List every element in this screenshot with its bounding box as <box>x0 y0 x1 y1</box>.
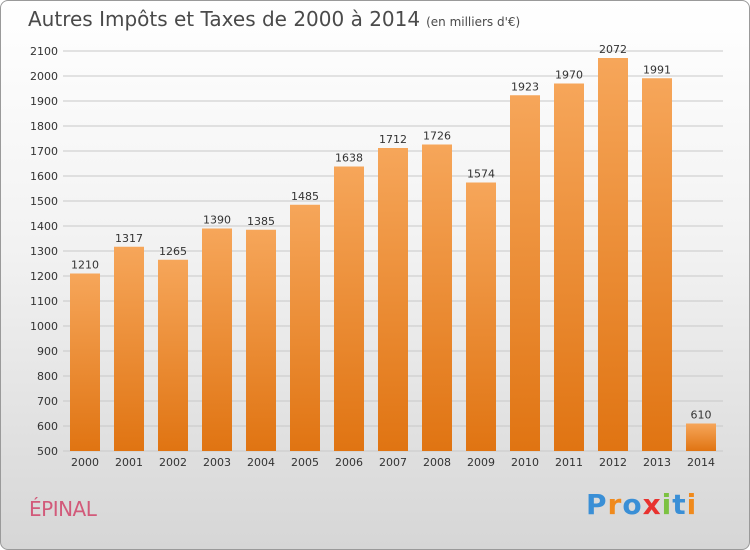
y-tick-label: 900 <box>37 345 58 358</box>
y-tick-label: 1400 <box>30 220 58 233</box>
x-tick-label: 2005 <box>291 456 319 469</box>
x-axis-ticks: 2000 2001 2002 2003 2004 2005 2006 2007 2008 2009… <box>71 456 715 469</box>
title-unit: (en milliers d'€) <box>426 15 521 29</box>
bar-2011 <box>554 83 584 451</box>
y-tick-label: 600 <box>37 420 58 433</box>
value-label: 1712 <box>379 133 407 146</box>
bar-2006 <box>334 166 364 451</box>
bar-2010 <box>510 95 540 451</box>
value-label: 1265 <box>159 245 187 258</box>
bar-2012 <box>598 58 628 451</box>
y-tick-label: 1600 <box>30 170 58 183</box>
logo-letter: x <box>642 488 662 521</box>
x-tick-label: 2000 <box>71 456 99 469</box>
bar-2008 <box>422 144 452 451</box>
x-tick-label: 2012 <box>599 456 627 469</box>
city-name: ÉPINAL <box>29 497 97 521</box>
x-tick-label: 2010 <box>511 456 539 469</box>
x-tick-label: 2011 <box>555 456 583 469</box>
value-label: 1923 <box>511 80 539 93</box>
x-tick-label: 2003 <box>203 456 231 469</box>
value-label: 1390 <box>203 214 231 227</box>
bar-2005 <box>290 204 320 451</box>
bar-2014 <box>686 423 716 451</box>
bar-2003 <box>202 228 232 451</box>
value-label: 1991 <box>643 63 671 76</box>
x-tick-label: 2008 <box>423 456 451 469</box>
logo-letter: r <box>607 488 623 521</box>
y-tick-label: 1900 <box>30 95 58 108</box>
value-label: 610 <box>691 409 712 422</box>
y-tick-label: 2000 <box>30 70 58 83</box>
logo-letter: o <box>622 488 643 521</box>
value-label: 1385 <box>247 215 275 228</box>
bar-2009 <box>466 182 496 451</box>
bar-2013 <box>642 78 672 451</box>
value-label: 1638 <box>335 152 363 165</box>
x-tick-label: 2014 <box>687 456 715 469</box>
y-tick-label: 1700 <box>30 145 58 158</box>
value-label: 1574 <box>467 168 495 181</box>
logo-letter: P <box>586 488 608 521</box>
bar-2004 <box>246 229 276 451</box>
value-label: 1210 <box>71 259 99 272</box>
x-tick-label: 2009 <box>467 456 495 469</box>
x-tick-label: 2006 <box>335 456 363 469</box>
y-tick-label: 800 <box>37 370 58 383</box>
y-tick-label: 500 <box>37 445 58 458</box>
value-labels: 1210 1317 1265 1390 1385 1485 1638 1712 1726 1574… <box>71 43 712 422</box>
logo-letter: i <box>686 488 698 521</box>
x-tick-label: 2007 <box>379 456 407 469</box>
chart-title: Autres Impôts et Taxes de 2000 à 2014 (en… <box>28 7 520 31</box>
bars <box>70 58 716 451</box>
y-tick-label: 700 <box>37 395 58 408</box>
y-tick-label: 1500 <box>30 195 58 208</box>
value-label: 2072 <box>599 43 627 56</box>
value-label: 1485 <box>291 190 319 203</box>
bar-2000 <box>70 273 100 451</box>
y-tick-label: 1800 <box>30 120 58 133</box>
logo-letter: i <box>661 488 673 521</box>
value-label: 1317 <box>115 232 143 245</box>
y-axis-ticks: 500 600 700 800 900 1000 1100 1200 1300 1400 1500 1… <box>30 45 58 458</box>
proxiti-logo: Proxiti <box>586 488 697 521</box>
y-tick-label: 1000 <box>30 320 58 333</box>
x-tick-label: 2001 <box>115 456 143 469</box>
y-tick-label: 2100 <box>30 45 58 58</box>
title-text: Autres Impôts et Taxes de 2000 à 2014 <box>28 7 421 31</box>
bar-2002 <box>158 259 188 451</box>
x-tick-label: 2013 <box>643 456 671 469</box>
y-tick-label: 1200 <box>30 270 58 283</box>
y-tick-label: 1100 <box>30 295 58 308</box>
value-label: 1726 <box>423 130 451 143</box>
logo-letter: t <box>672 488 687 521</box>
bar-2001 <box>114 246 144 451</box>
bar-2007 <box>378 148 408 451</box>
y-tick-label: 1300 <box>30 245 58 258</box>
x-tick-label: 2004 <box>247 456 275 469</box>
value-label: 1970 <box>555 69 583 82</box>
x-tick-label: 2002 <box>159 456 187 469</box>
